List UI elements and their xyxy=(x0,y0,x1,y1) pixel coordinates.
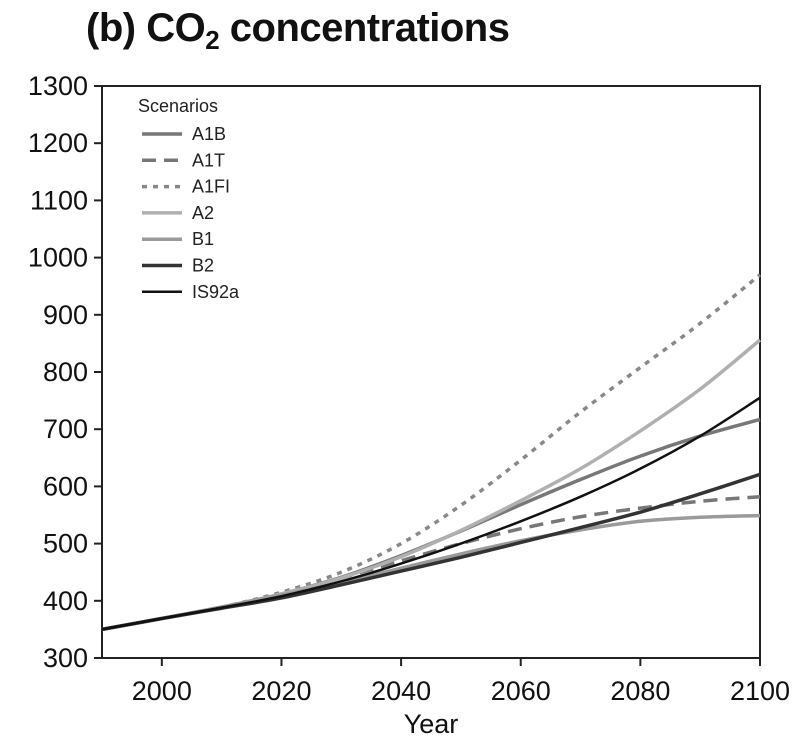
chart-title-subscript: 2 xyxy=(205,25,220,55)
legend-label-a1fi: A1FI xyxy=(192,177,230,197)
y-tick-label: 300 xyxy=(43,643,88,673)
legend-label-a2: A2 xyxy=(192,203,214,223)
x-tick-label: 2020 xyxy=(251,676,311,706)
x-axis-label: Year xyxy=(404,709,459,739)
legend-label-a1b: A1B xyxy=(192,124,226,144)
x-tick-label: 2040 xyxy=(371,676,431,706)
y-axis: 300 400 500 600 700 800 900 1000 1100 1200 1300 xyxy=(28,71,102,673)
legend-title: Scenarios xyxy=(138,96,218,116)
plot-frame xyxy=(101,85,761,659)
legend-label-b2: B2 xyxy=(192,256,214,276)
y-tick-label: 1100 xyxy=(30,185,88,215)
y-tick-label: 700 xyxy=(43,414,88,444)
legend-label-b1: B1 xyxy=(192,229,214,249)
x-tick-label: 2100 xyxy=(730,676,790,706)
y-tick-label: 500 xyxy=(43,529,88,559)
legend-label-a1t: A1T xyxy=(192,150,225,170)
y-tick-label: 1200 xyxy=(28,128,88,158)
x-tick-label: 2080 xyxy=(610,676,670,706)
series-line-a1fi xyxy=(101,273,762,632)
y-tick-label: 400 xyxy=(43,586,88,616)
y-tick-label: 800 xyxy=(43,357,88,387)
chart-title: (b) CO2 concentrations xyxy=(86,6,510,53)
legend-label-is92a: IS92a xyxy=(192,282,240,302)
y-tick-label: 900 xyxy=(43,300,88,330)
series-line-a2 xyxy=(101,338,762,632)
series-lines xyxy=(101,273,762,632)
series-line-a1b xyxy=(101,417,761,632)
chart-title-suffix: concentrations xyxy=(219,6,510,50)
y-tick-label: 600 xyxy=(43,471,88,501)
chart-title-prefix: (b) CO xyxy=(86,6,206,50)
x-axis: 2000 2020 2040 2060 2080 2100 xyxy=(132,658,790,706)
legend: Scenarios A1B A1T A1FI A2 B1 B2 IS92a xyxy=(138,96,240,302)
x-tick-label: 2000 xyxy=(132,676,192,706)
x-tick-label: 2060 xyxy=(491,676,551,706)
y-tick-label: 1000 xyxy=(28,243,88,273)
series-line-is92a xyxy=(101,396,761,631)
y-tick-label: 1300 xyxy=(28,71,88,101)
